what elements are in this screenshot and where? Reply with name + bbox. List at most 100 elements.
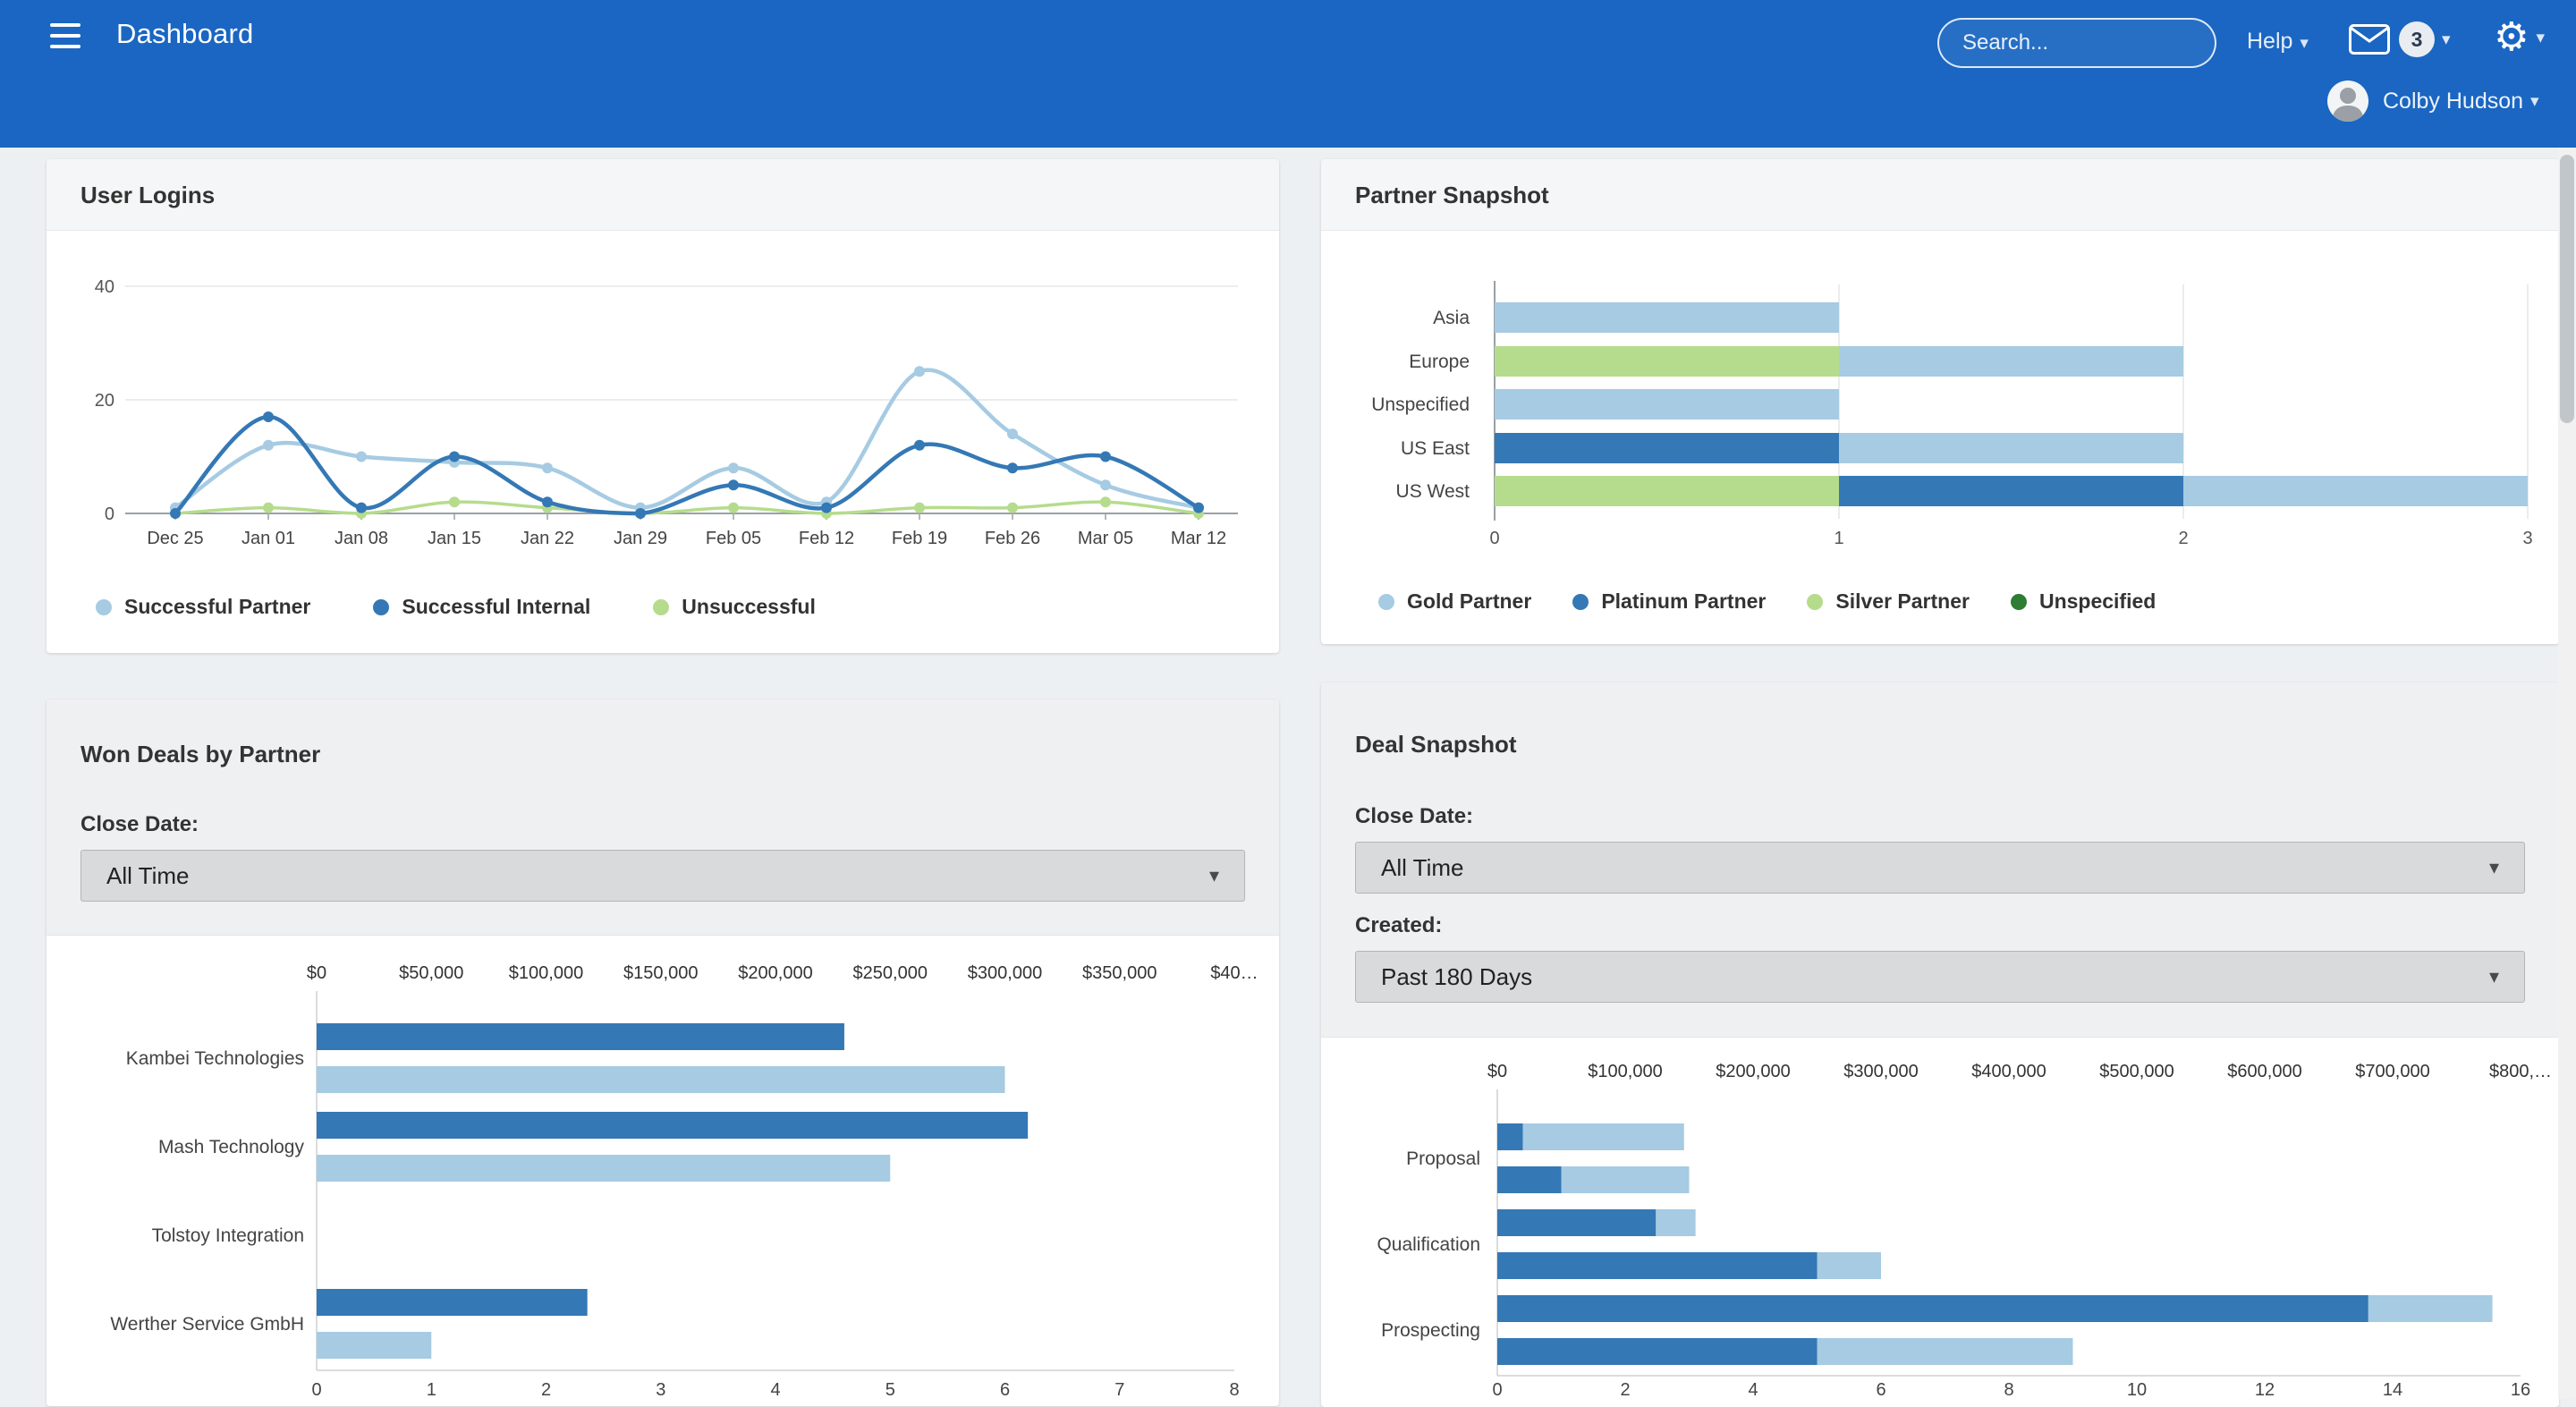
top-axis-label: $50,000 [399,963,463,983]
x-tick-label: Dec 25 [147,529,203,548]
dashlet-controls: Deal Snapshot Close Date: All Time ▾ Cre… [1321,682,2559,1038]
amount-bar [317,1112,1029,1139]
search-input[interactable] [1937,18,2216,68]
amount-bar-dark [1497,1123,1523,1150]
legend-dot-icon [1378,593,1394,610]
bottom-axis-label: 4 [770,1380,780,1399]
legend-item[interactable]: Unspecified [2010,589,2156,614]
legend-item[interactable]: Silver Partner [1807,589,1970,614]
amount-bar-light [2368,1295,2493,1322]
count-bar-light [1561,1166,1690,1193]
user-menu[interactable]: Colby Hudson ▾ [2327,81,2539,122]
x-tick-label: 2 [2178,529,2188,548]
top-axis-label: $400,000 [1971,1062,2046,1081]
created-dropdown[interactable]: Past 180 Days ▾ [1355,951,2525,1003]
bottom-axis-label: 2 [541,1380,551,1399]
top-axis-label: $800,… [2489,1062,2552,1081]
legend-item[interactable]: Successful Internal [373,595,590,619]
legend-dot-icon [2010,593,2027,610]
help-menu[interactable]: Help ▾ [2247,29,2309,55]
bottom-axis-label: 4 [1748,1380,1758,1399]
x-tick-label: 1 [1834,529,1843,548]
legend-dot-icon [96,598,112,615]
data-point [263,411,274,423]
amount-bar-dark [1497,1295,2368,1322]
data-point [449,451,460,462]
top-axis-label: $700,000 [2355,1062,2429,1081]
top-axis-label: $150,000 [623,963,698,983]
top-axis-label: $350,000 [1082,963,1157,983]
data-point [1100,496,1111,508]
dashlet-title: Won Deals by Partner [80,741,321,767]
close-date-dropdown[interactable]: All Time ▾ [80,850,1245,902]
scrollbar-thumb[interactable] [2560,155,2574,423]
legend-item[interactable]: Platinum Partner [1572,589,1766,614]
data-point [1100,479,1111,491]
data-point [914,366,925,377]
top-axis-label: $500,000 [2099,1062,2174,1081]
bar-segment [2183,476,2528,506]
category-label: Asia [1433,308,1470,328]
data-point [821,502,832,513]
y-tick-label: 40 [95,277,114,297]
count-bar [317,1332,432,1359]
deal-snapshot-chart: $0 $100,000 $200,000 $300,000 $400,000 $500,0… [1321,1038,2559,1400]
bottom-axis-label: 8 [2004,1380,2013,1399]
dashlet-header: Partner Snapshot [1321,159,2559,231]
category-label: Kambei Technologies [126,1048,304,1069]
bar-segment [1495,433,1839,463]
category-label: Unspecified [1371,394,1470,415]
amount-bar-light [1522,1123,1684,1150]
bottom-axis-label: 10 [2127,1380,2147,1399]
top-axis-label: $100,000 [1588,1062,1662,1081]
x-tick-label: Jan 08 [335,529,388,548]
legend-label: Successful Internal [402,595,591,618]
chevron-down-icon: ▾ [2530,91,2539,111]
y-tick-label: 0 [105,504,114,524]
x-tick-label: 0 [1489,529,1499,548]
legend-item[interactable]: Gold Partner [1378,589,1531,614]
dashlet-header: User Logins [47,159,1279,231]
amount-bar-light [1656,1209,1696,1236]
mail-menu[interactable]: 3 ▾ [2349,21,2451,57]
data-point [542,496,553,508]
chevron-down-icon: ▾ [2442,30,2451,49]
data-point [635,508,646,519]
legend-item[interactable]: Unsuccessful [653,595,816,619]
data-point [914,439,925,451]
legend-dot-icon [1807,593,1824,610]
x-tick-label: Feb 26 [985,529,1040,548]
menu-icon[interactable] [50,23,80,50]
legend-item[interactable]: Successful Partner [96,595,310,619]
chevron-down-icon: ▾ [2300,34,2309,53]
bottom-axis-label: 6 [1000,1380,1010,1399]
settings-menu[interactable]: ⚙ ▾ [2494,16,2545,59]
count-bar [317,1066,1005,1093]
data-point [1007,462,1018,474]
partner-snapshot-chart: 0 1 2 3 Asia Europe Unspecified US East US West [1321,231,2559,644]
dashlet-title: Deal Snapshot [1355,731,1517,758]
dropdown-value: All Time [1381,853,1464,881]
y-tick-label: 20 [95,391,114,411]
top-axis-label: $40… [1210,963,1258,983]
data-point [1193,502,1204,513]
chevron-down-icon: ▾ [2488,965,2499,987]
top-axis-label: $0 [307,963,326,983]
legend-dot-icon [653,598,670,615]
x-tick-label: Feb 12 [799,529,854,548]
close-date-dropdown[interactable]: All Time ▾ [1355,842,2525,894]
count-bar-dark [1497,1252,1818,1279]
bottom-axis-label: 16 [2511,1380,2530,1399]
avatar [2327,81,2368,122]
data-point [449,496,460,508]
count-bar-light [1817,1338,2073,1365]
scrollbar[interactable] [2558,148,2576,1399]
bottom-axis-label: 0 [1492,1380,1502,1399]
legend-label: Successful Partner [124,595,311,618]
data-point [1100,451,1111,462]
x-tick-label: Mar 05 [1078,529,1133,548]
data-point [1007,428,1018,440]
x-tick-label: 3 [2522,529,2532,548]
category-label: US East [1401,438,1470,459]
data-point [728,502,739,513]
